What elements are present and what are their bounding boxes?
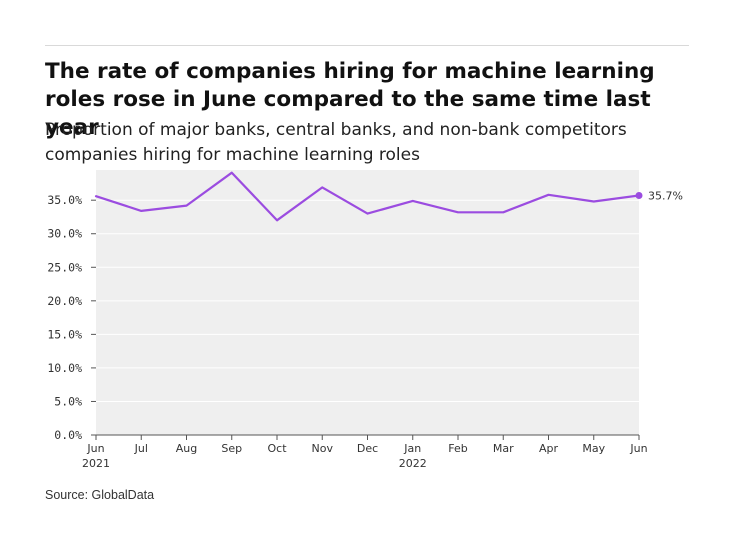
x-tick-label: Apr <box>539 442 559 455</box>
x-tick-label-year: 2021 <box>82 457 110 470</box>
x-axis: Jun 2021 Jul Aug Sep Oct Nov Dec Jan 2022 Feb Mar Ap… <box>82 435 648 470</box>
x-tick-label: Oct <box>267 442 287 455</box>
line-chart: 0.0% 5.0% 10.0% 15.0% 20.0% 25.0% 30.0% 35.0% J… <box>47 170 683 470</box>
y-tick-label: 5.0% <box>54 394 82 408</box>
end-value-label: 35.7% <box>648 189 683 202</box>
source-note: Source: GlobalData <box>45 488 155 502</box>
y-tick-label: 35.0% <box>47 193 82 207</box>
y-tick-label: 25.0% <box>47 260 82 274</box>
x-tick-label: Nov <box>312 442 334 455</box>
plot-area <box>96 170 639 435</box>
grid-lines <box>96 199 639 402</box>
chart-title: The rate of companies hiring for machine… <box>45 59 655 140</box>
y-tick-label: 10.0% <box>47 361 82 375</box>
y-tick-label: 20.0% <box>47 294 82 308</box>
x-tick-label: Jan <box>403 442 421 455</box>
top-divider <box>45 45 689 46</box>
y-tick-label: 15.0% <box>47 327 82 341</box>
x-tick-label: Feb <box>448 442 467 455</box>
x-tick-label: Mar <box>493 442 514 455</box>
x-tick-label: Aug <box>176 442 197 455</box>
x-tick-label: Sep <box>221 442 242 455</box>
series-line <box>94 171 641 222</box>
series-group: 35.7% <box>94 171 683 222</box>
x-tick-label-year: 2022 <box>399 457 427 470</box>
x-tick-label: Jul <box>134 442 148 455</box>
x-tick-label: May <box>582 442 605 455</box>
x-tick-label: Dec <box>357 442 378 455</box>
chart-subtitle: Proportion of major banks, central banks… <box>45 120 627 165</box>
y-tick-label: 30.0% <box>47 227 82 241</box>
end-point-marker <box>635 191 643 199</box>
x-tick-label: Jun <box>86 442 104 455</box>
y-tick-label: 0.0% <box>54 428 82 442</box>
x-tick-label: Jun <box>629 442 647 455</box>
